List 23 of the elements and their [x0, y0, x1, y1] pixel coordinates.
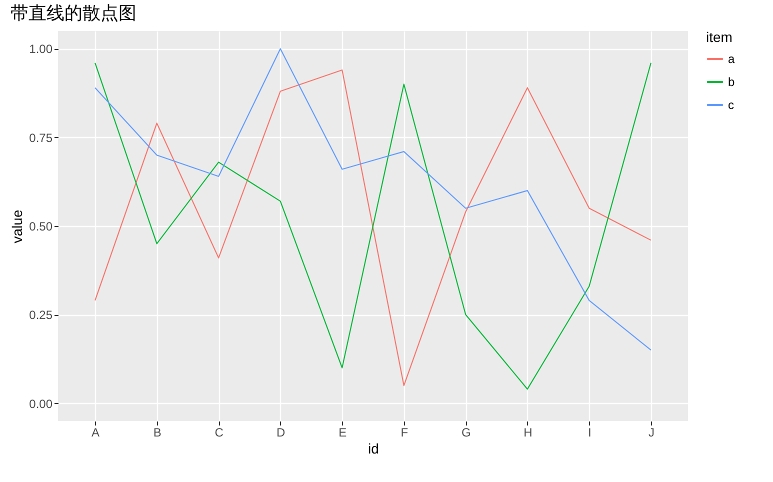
legend-label: c	[728, 98, 734, 112]
y-tick-label: 0.50	[29, 220, 53, 234]
x-tick-label: F	[400, 426, 408, 440]
y-tick-label: 0.00	[29, 396, 53, 411]
x-tick-label: D	[276, 426, 286, 440]
line-series	[94, 48, 652, 351]
y-tick-label: 1.00	[29, 42, 53, 56]
x-tick-label: A	[92, 426, 100, 440]
x-tick-label: C	[214, 426, 224, 440]
y-tick-label: 0.25	[29, 308, 53, 322]
x-tick-label: B	[153, 426, 162, 440]
legend-label: b	[728, 75, 735, 89]
x-tick-label: H	[524, 426, 532, 440]
x-axis-title: id	[368, 440, 379, 456]
x-tick-label: I	[588, 426, 592, 440]
x-tick-label: E	[338, 426, 347, 440]
chart-title: 带直线的散点图	[10, 3, 137, 24]
x-tick-label: J	[648, 426, 654, 440]
legend-title: item	[706, 29, 732, 45]
legend-label: a	[728, 52, 735, 66]
y-axis-title: value	[9, 210, 26, 244]
x-tick-label: G	[461, 426, 471, 440]
y-tick-label: 0.75	[29, 130, 53, 145]
